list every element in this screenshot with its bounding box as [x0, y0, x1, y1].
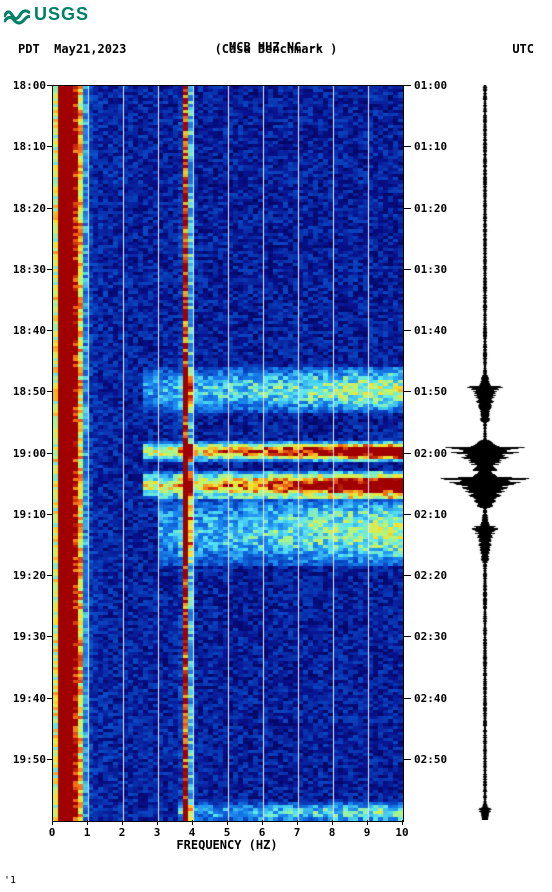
- spectrogram-canvas: [53, 86, 403, 821]
- ytick-left: 18:20: [6, 202, 46, 215]
- usgs-logo-text: USGS: [34, 4, 89, 25]
- ytick-left: 19:40: [6, 692, 46, 705]
- xtick-label: 10: [395, 826, 408, 839]
- header: MCB HHZ NC -- PDT May21,2023 (Casa Bench…: [0, 40, 552, 56]
- page: USGS MCB HHZ NC -- PDT May21,2023 (Casa …: [0, 0, 552, 892]
- waveform-plot: [430, 85, 540, 820]
- header-title-line2: (Casa Benchmark ): [0, 42, 552, 56]
- xtick-label: 4: [189, 826, 196, 839]
- xtick-label: 6: [259, 826, 266, 839]
- xtick-label: 9: [364, 826, 371, 839]
- usgs-logo: USGS: [4, 4, 89, 25]
- xtick-label: 0: [49, 826, 56, 839]
- ytick-left: 19:10: [6, 508, 46, 521]
- xtick-label: 2: [119, 826, 126, 839]
- xtick-label: 3: [154, 826, 161, 839]
- ytick-left: 18:50: [6, 385, 46, 398]
- ytick-left: 18:10: [6, 140, 46, 153]
- corner-mark: '1: [4, 875, 16, 886]
- ytick-left: 19:20: [6, 569, 46, 582]
- waveform-canvas: [430, 85, 540, 820]
- usgs-wave-icon: [4, 5, 30, 25]
- ytick-left: 18:40: [6, 324, 46, 337]
- ytick-left: 18:00: [6, 79, 46, 92]
- ytick-left: 18:30: [6, 263, 46, 276]
- ytick-left: 19:00: [6, 447, 46, 460]
- xtick-label: 5: [224, 826, 231, 839]
- xaxis-label: FREQUENCY (HZ): [52, 838, 402, 852]
- xtick-label: 7: [294, 826, 301, 839]
- ytick-left: 19:30: [6, 630, 46, 643]
- ytick-left: 19:50: [6, 753, 46, 766]
- xtick-label: 1: [84, 826, 91, 839]
- xtick-label: 8: [329, 826, 336, 839]
- spectrogram-plot: [52, 85, 404, 822]
